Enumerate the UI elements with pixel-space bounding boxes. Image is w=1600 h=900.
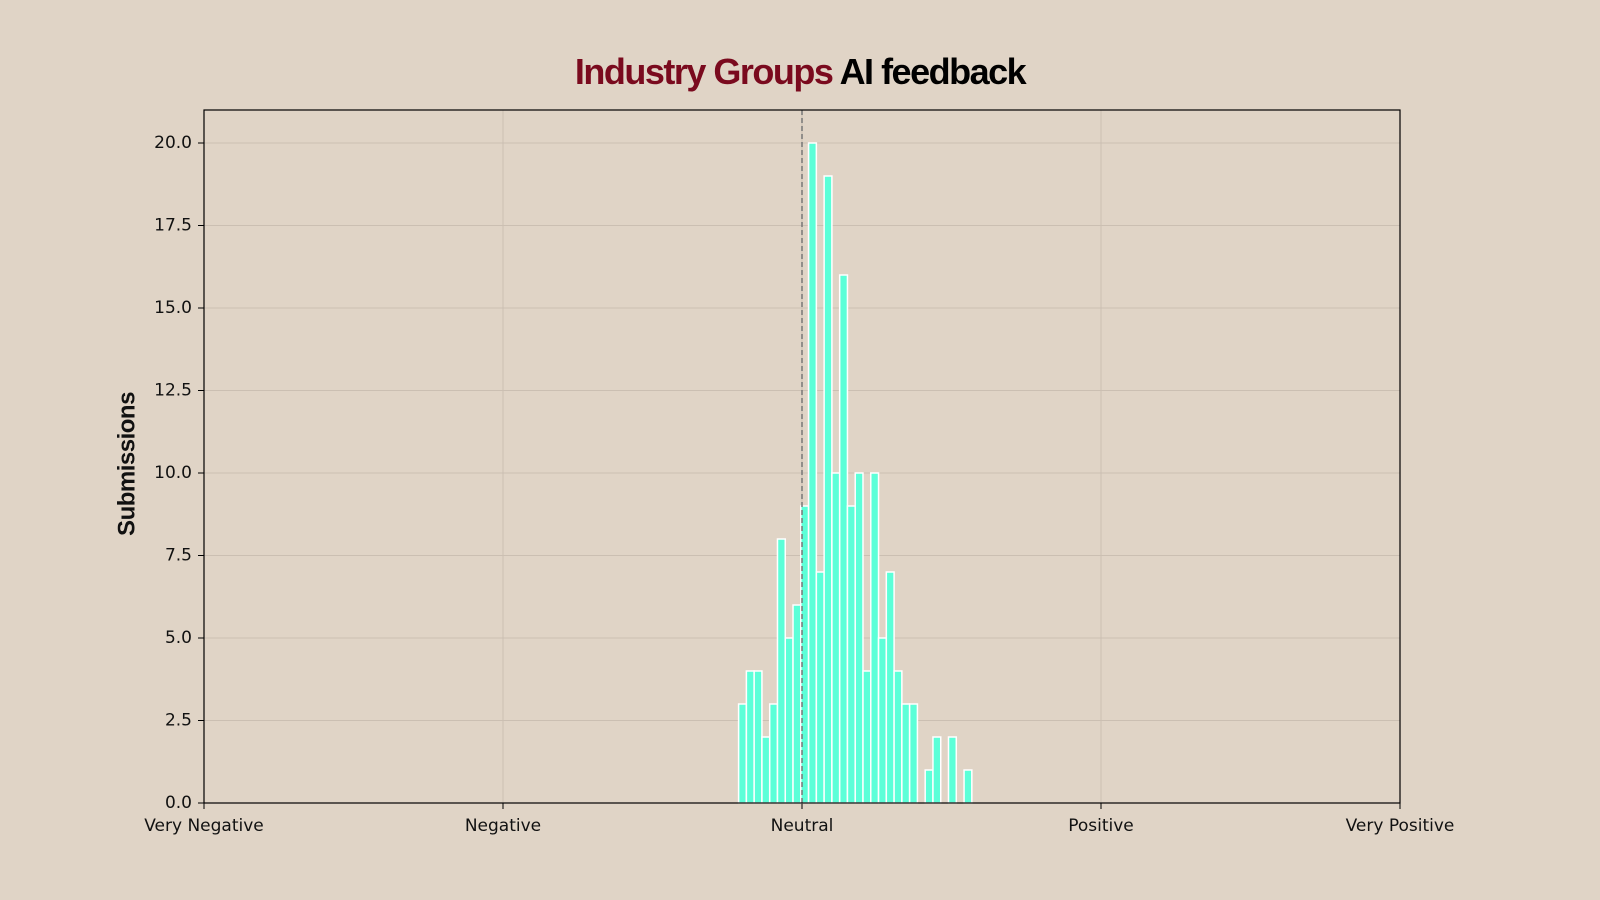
- y-tick-label: 12.5: [154, 381, 192, 401]
- x-tick-label: Negative: [465, 816, 541, 836]
- x-tick-label: Very Positive: [1346, 816, 1455, 836]
- bar: [838, 274, 849, 804]
- bar: [737, 703, 748, 804]
- bar: [862, 670, 872, 804]
- bar: [807, 142, 818, 804]
- chart-title: Industry Groups AI feedback: [575, 51, 1028, 92]
- bar: [854, 472, 864, 804]
- bar: [885, 571, 895, 804]
- y-tick-label: 17.5: [154, 216, 192, 236]
- bar: [870, 472, 880, 804]
- bar: [784, 637, 794, 804]
- bar: [745, 670, 755, 804]
- bar: [792, 604, 802, 804]
- y-tick-label: 7.5: [165, 546, 192, 566]
- y-tick-label: 15.0: [154, 298, 192, 318]
- bar: [776, 538, 787, 804]
- title-part: AI feedback: [840, 51, 1028, 92]
- x-tick-label: Neutral: [771, 816, 834, 836]
- x-tick-label: Positive: [1068, 816, 1134, 836]
- bar: [901, 703, 911, 804]
- bar: [893, 670, 903, 804]
- bar: [908, 703, 919, 804]
- bar: [932, 736, 942, 804]
- bar: [831, 472, 841, 804]
- bar: [753, 670, 763, 804]
- y-axis-label: Submissions: [113, 392, 140, 536]
- bar: [846, 505, 856, 804]
- title-part: Industry Groups: [575, 51, 833, 92]
- x-tick-label: Very Negative: [144, 816, 264, 836]
- bar: [877, 637, 888, 804]
- bar: [947, 736, 958, 804]
- bar: [815, 571, 825, 804]
- y-tick-label: 0.0: [165, 793, 192, 813]
- y-tick-label: 10.0: [154, 463, 192, 483]
- bar: [768, 703, 779, 804]
- plot-frame: [203, 109, 1401, 804]
- bar: [924, 769, 934, 804]
- bar: [963, 769, 973, 804]
- bar: [823, 175, 833, 804]
- bar: [761, 736, 771, 804]
- y-tick-label: 5.0: [165, 628, 192, 648]
- y-tick-label: 2.5: [165, 711, 192, 731]
- y-tick-label: 20.0: [154, 133, 192, 153]
